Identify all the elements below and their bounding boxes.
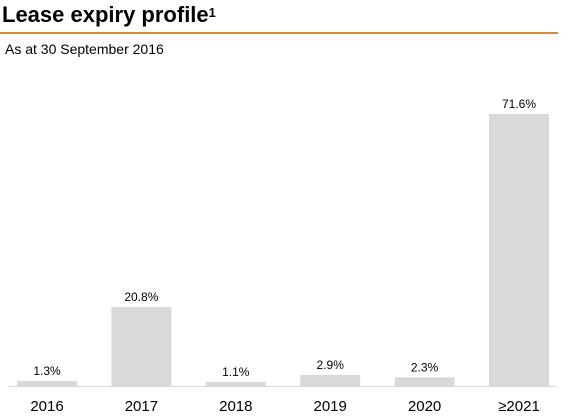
data-label-5: 2.3%	[411, 360, 439, 374]
data-label-4: 2.9%	[317, 358, 345, 372]
chart-title: Lease expiry profile1	[2, 0, 216, 30]
bar-6	[489, 114, 549, 386]
bar-2	[111, 307, 172, 386]
chart-title-text: Lease expiry profile	[2, 2, 209, 27]
data-label-2: 20.8%	[124, 290, 158, 304]
footnote-marker: 1	[208, 5, 216, 20]
tick-label-5: 2020	[408, 398, 441, 415]
data-labels-group: 1.3% 20.8% 1.1% 2.9% 2.3% 71.6%	[33, 97, 536, 379]
tick-label-2: 2017	[125, 398, 158, 415]
data-label-6: 71.6%	[502, 97, 536, 111]
tick-label-3: 2018	[219, 398, 252, 415]
data-label-1: 1.3%	[33, 364, 61, 378]
tick-label-4: 2019	[314, 398, 347, 415]
data-label-3: 1.1%	[222, 365, 250, 379]
bar-4	[300, 375, 361, 386]
bar-1	[17, 381, 77, 386]
title-divider	[0, 32, 558, 34]
tick-label-1: 2016	[30, 398, 63, 415]
chart-subtitle: As at 30 September 2016	[5, 41, 164, 57]
bars-group	[17, 114, 549, 386]
bar-3	[205, 381, 266, 386]
tick-labels-group: 2016 2017 2018 2019 2020 ≥2021	[30, 398, 539, 415]
bar-5	[394, 377, 455, 386]
tick-label-6: ≥2021	[498, 398, 540, 415]
